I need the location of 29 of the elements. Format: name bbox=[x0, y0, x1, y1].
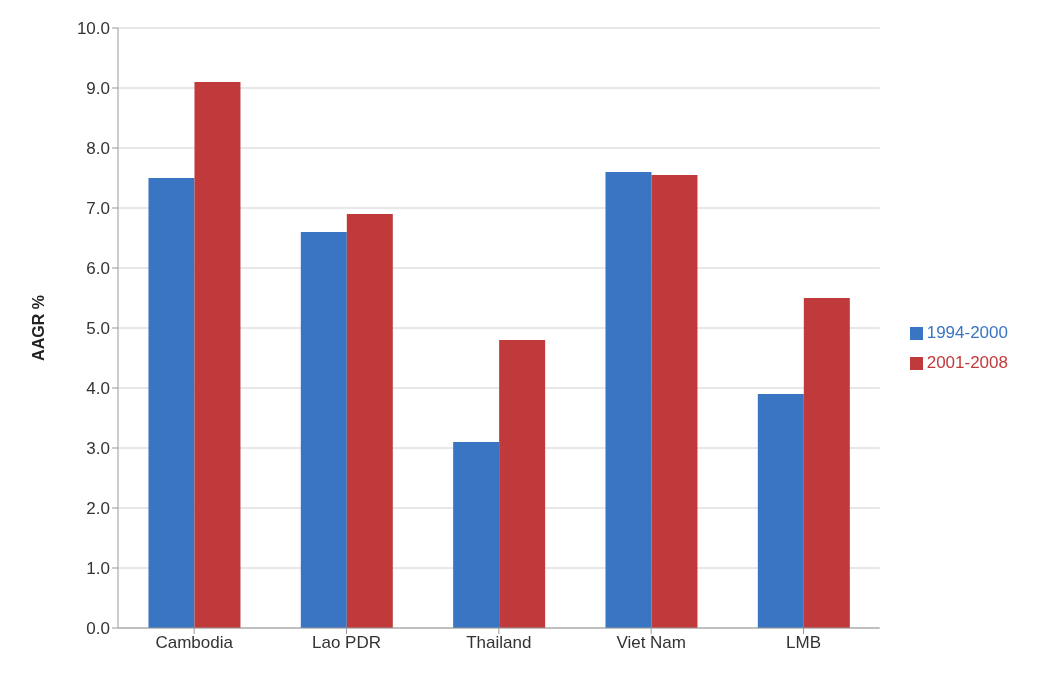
bar bbox=[453, 442, 500, 628]
y-tick-label: 1.0 bbox=[86, 559, 110, 579]
bar bbox=[346, 214, 393, 628]
legend-label: 1994-2000 bbox=[926, 323, 1008, 342]
legend-label: 2001-2008 bbox=[926, 353, 1008, 372]
bar bbox=[757, 394, 804, 628]
bar bbox=[803, 298, 850, 628]
x-tick-label: Thailand bbox=[466, 633, 532, 653]
bar bbox=[300, 232, 347, 628]
y-tick-label: 2.0 bbox=[86, 499, 110, 519]
y-tick-label: 9.0 bbox=[86, 79, 110, 99]
bar bbox=[499, 340, 546, 628]
x-tick-label: Viet Nam bbox=[616, 633, 686, 653]
y-axis-title: AAGR % bbox=[29, 295, 47, 361]
y-tick-label: 8.0 bbox=[86, 139, 110, 159]
y-tick-label: 0.0 bbox=[86, 619, 110, 639]
bar bbox=[148, 178, 195, 628]
y-tick-label: 7.0 bbox=[86, 199, 110, 219]
x-tick-label: Lao PDR bbox=[312, 633, 381, 653]
y-tick-label: 5.0 bbox=[86, 319, 110, 339]
x-tick-label: LMB bbox=[786, 633, 821, 653]
bar bbox=[651, 175, 698, 628]
bar bbox=[194, 82, 241, 628]
x-tick-label: Cambodia bbox=[155, 633, 234, 653]
y-tick-label: 6.0 bbox=[86, 259, 110, 279]
y-tick-label: 10.0 bbox=[76, 19, 110, 39]
y-tick-label: 3.0 bbox=[86, 439, 110, 459]
bar bbox=[605, 172, 652, 628]
y-tick-label: 4.0 bbox=[86, 379, 110, 399]
